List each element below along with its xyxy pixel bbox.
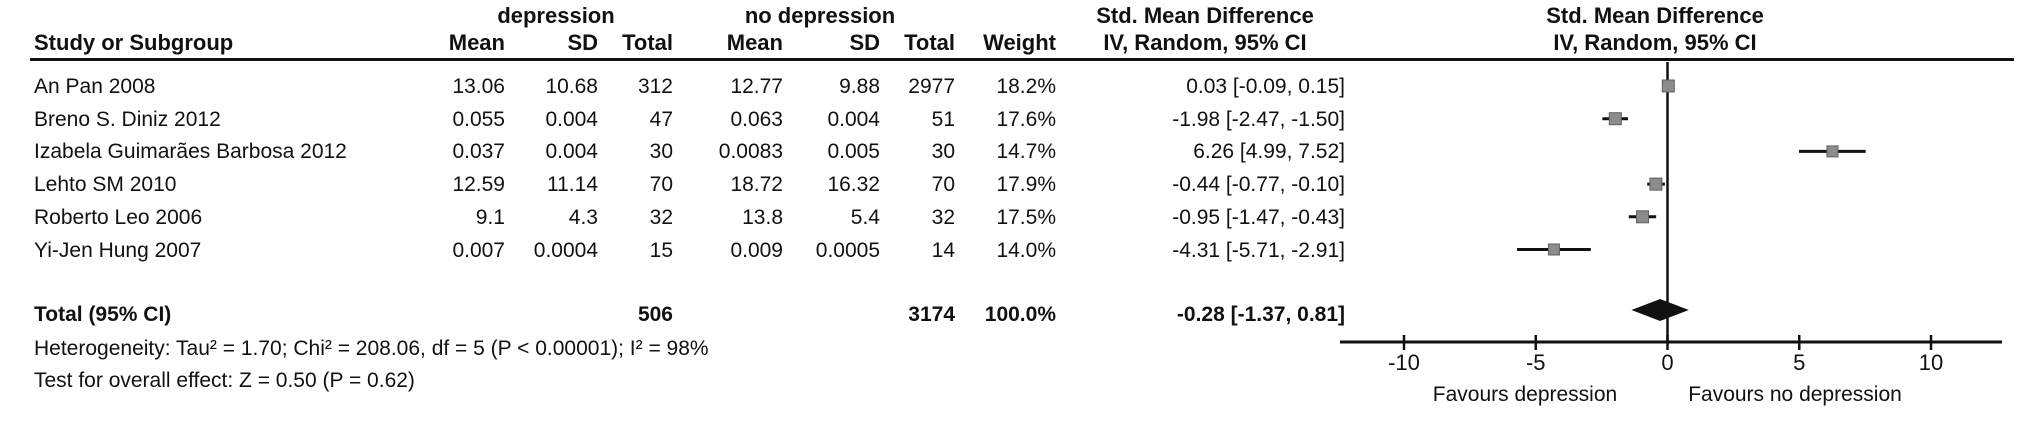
col-header-sd1: SD (567, 30, 598, 55)
sd1-cell: 11.14 (547, 173, 598, 196)
effect-marker (1608, 112, 1622, 126)
header-rule (30, 58, 2014, 61)
sd2-cell: 0.0005 (815, 239, 880, 262)
study-name-cell: Roberto Leo 2006 (34, 206, 203, 229)
axis-tick-label: 0 (1661, 350, 1673, 375)
axis-tick-label: -5 (1526, 350, 1546, 375)
total-n-group1: 506 (637, 303, 673, 326)
total2-cell: 32 (931, 206, 955, 229)
overall-effect-text: Test for overall effect: Z = 0.50 (P = 0… (34, 369, 415, 392)
total1-cell: 32 (649, 206, 673, 229)
weight-cell: 14.7% (996, 140, 1056, 163)
total-ci-text: -0.28 [-1.37, 0.81] (1176, 303, 1345, 326)
sd2-cell: 5.4 (850, 206, 880, 229)
axis-tick-label: 5 (1793, 350, 1805, 375)
total1-cell: 70 (649, 173, 673, 196)
total2-cell: 14 (931, 239, 955, 262)
group2-header: no depression (744, 3, 896, 28)
col-header-total1: Total (622, 30, 673, 55)
col-header-weight: Weight (983, 30, 1056, 55)
total-weight: 100.0% (984, 303, 1056, 326)
mean2-cell: 0.063 (730, 108, 783, 131)
sd2-cell: 0.005 (827, 140, 880, 163)
weight-cell: 17.5% (996, 206, 1056, 229)
col-header-mean1: Mean (448, 30, 505, 55)
col-header-sd2: SD (849, 30, 880, 55)
total2-cell: 2977 (908, 75, 955, 98)
total-label: Total (95% CI) (34, 303, 172, 326)
effect-marker (1661, 79, 1675, 93)
ci-text-cell: -0.44 [-0.77, -0.10] (1172, 173, 1345, 196)
weight-cell: 17.6% (996, 108, 1056, 131)
col-header-mean2: Mean (726, 30, 783, 55)
favours-right-label: Favours no depression (1688, 383, 1902, 406)
study-name-cell: Yi-Jen Hung 2007 (34, 239, 202, 262)
mean1-cell: 13.06 (452, 75, 505, 98)
table-row: Roberto Leo 2006 9.1 4.3 32 13.8 5.4 32 … (0, 206, 2031, 232)
study-name-cell: Lehto SM 2010 (34, 173, 177, 196)
total-n-group2: 3174 (908, 303, 955, 326)
total-row: Total (95% CI) 506 3174 100.0% -0.28 [-1… (0, 303, 2031, 329)
total1-cell: 30 (649, 140, 673, 163)
ci-text-cell: 6.26 [4.99, 7.52] (1193, 140, 1345, 163)
mean2-cell: 13.8 (742, 206, 783, 229)
table-row: Izabela Guimarães Barbosa 2012 0.037 0.0… (0, 140, 2031, 166)
mean2-cell: 18.72 (730, 173, 783, 196)
study-name-cell: Izabela Guimarães Barbosa 2012 (34, 140, 347, 163)
mean1-cell: 0.007 (452, 239, 505, 262)
table-row: Breno S. Diniz 2012 0.055 0.004 47 0.063… (0, 108, 2031, 134)
sd1-cell: 4.3 (568, 206, 598, 229)
sd2-cell: 0.004 (827, 108, 880, 131)
total2-cell: 70 (931, 173, 955, 196)
weight-cell: 14.0% (996, 239, 1056, 262)
total2-cell: 51 (931, 108, 955, 131)
col-header-ci: IV, Random, 95% CI (1103, 30, 1307, 55)
study-name-cell: Breno S. Diniz 2012 (34, 108, 221, 131)
table-row: An Pan 2008 13.06 10.68 312 12.77 9.88 2… (0, 75, 2031, 101)
ci-text-cell: -1.98 [-2.47, -1.50] (1172, 108, 1345, 131)
mean1-cell: 9.1 (475, 206, 505, 229)
table-row: Yi-Jen Hung 2007 0.007 0.0004 15 0.009 0… (0, 239, 2031, 265)
total1-cell: 312 (637, 75, 673, 98)
weight-cell: 18.2% (996, 75, 1056, 98)
col-header-study: Study or Subgroup (34, 30, 234, 55)
sd2-cell: 9.88 (839, 75, 880, 98)
group1-header: depression (497, 3, 615, 28)
total1-cell: 15 (649, 239, 673, 262)
sd1-cell: 0.004 (545, 140, 598, 163)
sd2-cell: 16.32 (827, 173, 880, 196)
heterogeneity-text: Heterogeneity: Tau² = 1.70; Chi² = 208.0… (34, 337, 709, 360)
mean1-cell: 0.055 (452, 108, 505, 131)
ci-text-cell: 0.03 [-0.09, 0.15] (1186, 75, 1345, 98)
axis-tick-label: 10 (1919, 350, 1943, 375)
plot-method-header: IV, Random, 95% CI (1553, 30, 1757, 55)
mean2-cell: 12.77 (730, 75, 783, 98)
total-diamond (1631, 299, 1689, 321)
axis-tick-label: -10 (1388, 350, 1420, 375)
ci-text-cell: -0.95 [-1.47, -0.43] (1172, 206, 1345, 229)
total2-cell: 30 (931, 140, 955, 163)
sd1-cell: 0.0004 (533, 239, 598, 262)
effect-marker (1649, 177, 1663, 191)
weight-cell: 17.9% (996, 173, 1056, 196)
mean1-cell: 0.037 (452, 140, 505, 163)
sd1-cell: 10.68 (545, 75, 598, 98)
effect-marker (1547, 243, 1560, 256)
study-name-cell: An Pan 2008 (34, 75, 156, 98)
effect-marker (1635, 210, 1649, 224)
effect-column-header: Std. Mean Difference (1096, 3, 1314, 28)
mean2-cell: 0.009 (730, 239, 783, 262)
col-header-total2: Total (904, 30, 955, 55)
mean2-cell: 0.0083 (718, 140, 783, 163)
table-row: Lehto SM 2010 12.59 11.14 70 18.72 16.32… (0, 173, 2031, 199)
favours-left-label: Favours depression (1433, 383, 1617, 406)
effect-marker (1826, 145, 1839, 158)
mean1-cell: 12.59 (452, 173, 505, 196)
ci-text-cell: -4.31 [-5.71, -2.91] (1172, 239, 1345, 262)
total1-cell: 47 (649, 108, 673, 131)
sd1-cell: 0.004 (545, 108, 598, 131)
plot-title: Std. Mean Difference (1546, 3, 1764, 28)
